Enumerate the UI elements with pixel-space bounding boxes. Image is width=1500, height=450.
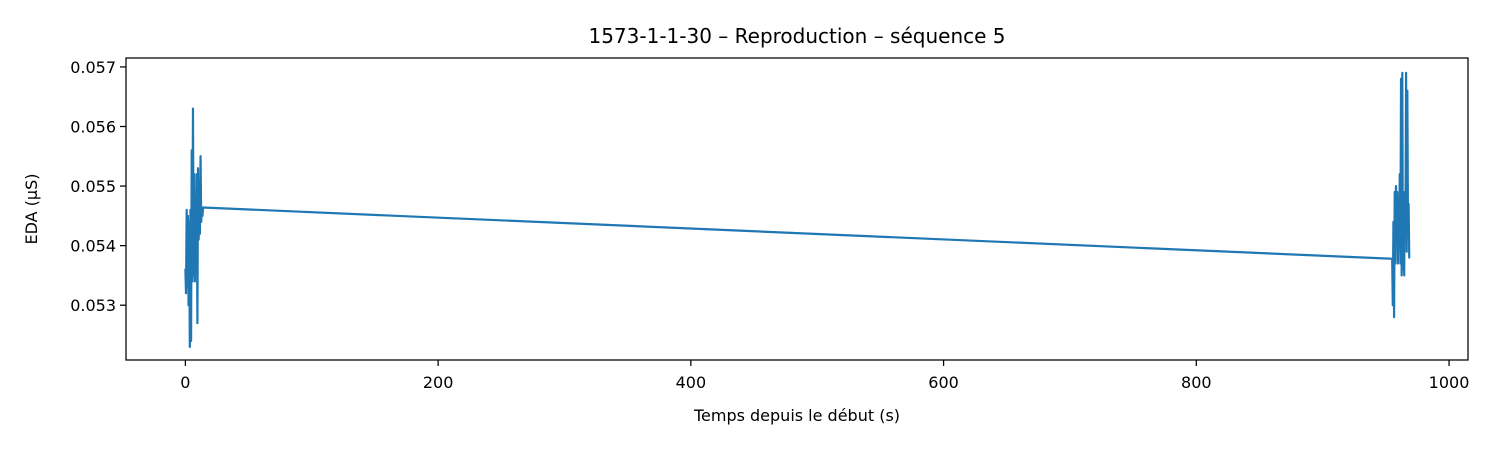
y-tick-label: 0.056	[70, 118, 116, 137]
x-tick-label: 400	[676, 373, 707, 392]
y-tick-label: 0.057	[70, 58, 116, 77]
x-tick-label: 200	[423, 373, 454, 392]
x-axis-label: Temps depuis le début (s)	[693, 406, 900, 425]
chart-title: 1573-1-1-30 – Reproduction – séquence 5	[588, 24, 1005, 48]
y-tick-label: 0.055	[70, 177, 116, 196]
x-tick-label: 800	[1181, 373, 1212, 392]
x-tick-label: 0	[180, 373, 190, 392]
y-tick-label: 0.054	[70, 237, 116, 256]
x-tick-label: 600	[928, 373, 959, 392]
x-tick-label: 1000	[1429, 373, 1470, 392]
y-tick-label: 0.053	[70, 296, 116, 315]
y-axis-label: EDA (µS)	[22, 174, 41, 245]
